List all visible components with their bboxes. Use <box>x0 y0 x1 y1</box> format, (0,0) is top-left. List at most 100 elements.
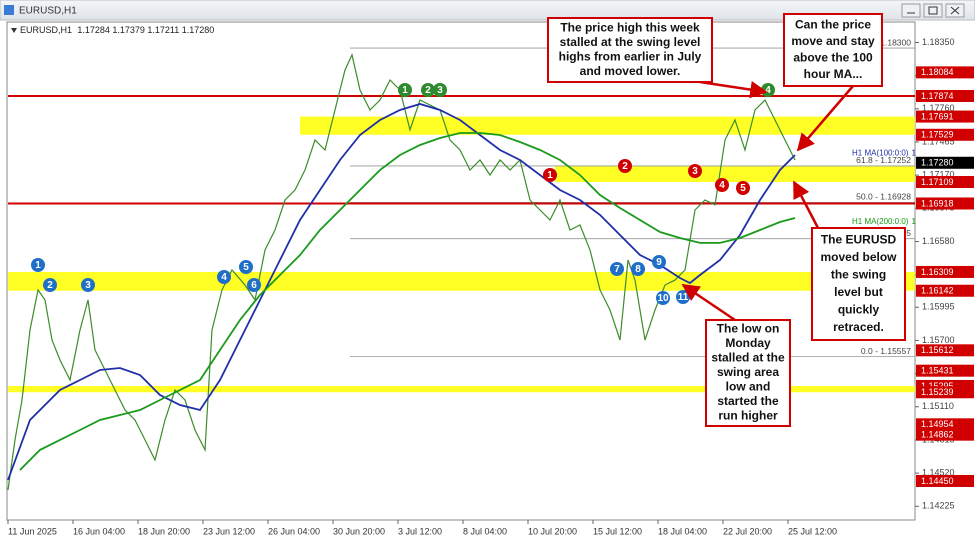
level-label: 1.17874 <box>921 91 954 101</box>
x-tick-label: 22 Jul 20:00 <box>723 526 772 536</box>
x-tick-label: 18 Jul 04:00 <box>658 526 707 536</box>
x-tick-label: 16 Jun 04:00 <box>73 526 125 536</box>
support-zone <box>555 165 915 183</box>
annotation-text: above the 100 <box>793 50 873 64</box>
swing-marker <box>656 291 670 305</box>
swing-marker-label: 5 <box>243 262 249 273</box>
minimize-button[interactable] <box>901 3 921 18</box>
swing-marker-label: 11 <box>678 292 689 303</box>
arrow <box>792 180 820 229</box>
level-tag <box>916 66 974 79</box>
swing-marker-label: 2 <box>622 161 628 172</box>
y-tick-label: 1.14520 <box>922 467 955 477</box>
annotation-text: hour MA... <box>804 67 863 81</box>
annotation-text: move and stay <box>791 34 875 48</box>
annotation-text: level but <box>834 285 883 299</box>
arrow <box>796 85 854 152</box>
quote: 1.17284 1.17379 1.17211 1.17280 <box>77 25 214 35</box>
level-tag <box>916 265 974 278</box>
annotation-text: the swing <box>831 267 886 281</box>
y-tick-label: 1.17170 <box>922 170 955 180</box>
level-tag <box>916 474 974 487</box>
annotation-box <box>705 319 791 427</box>
title-bar <box>0 0 975 21</box>
level-tag <box>916 128 974 141</box>
level-label: 1.17691 <box>921 111 954 121</box>
annotation-text: stalled at the swing level <box>560 35 701 49</box>
price-axis: 1.183501.180551.177601.174651.171701.168… <box>7 21 975 536</box>
maximize-icon <box>928 6 938 15</box>
swing-marker-label: 4 <box>765 85 771 96</box>
y-tick-label: 1.17760 <box>922 103 955 113</box>
support-zone <box>300 116 915 135</box>
swing-marker-label: 1 <box>35 260 41 271</box>
swing-marker-label: 4 <box>719 180 725 191</box>
support-zone <box>8 385 915 393</box>
level-label: 1.16918 <box>921 198 954 208</box>
annotation-box <box>547 17 713 83</box>
annotation-text: Monday <box>725 336 771 350</box>
level-label: 1.14862 <box>921 430 954 440</box>
window-title: EURUSD,H1 <box>19 6 77 17</box>
moving-average <box>7 103 796 481</box>
annotation-text: low and <box>726 380 771 394</box>
annotation-text: quickly <box>838 302 880 316</box>
swing-marker-label: 9 <box>656 257 662 268</box>
level-tag <box>916 418 974 431</box>
arrow <box>699 80 768 99</box>
annotation-text: swing area <box>717 365 779 379</box>
annotation-text: retraced. <box>833 320 884 334</box>
level-tag <box>916 386 974 399</box>
swing-marker <box>239 260 253 274</box>
fib-label: 61.8 - 1.17252 <box>856 155 911 165</box>
y-tick-label: 1.18350 <box>922 37 955 47</box>
swing-marker-label: 7 <box>614 264 620 275</box>
swing-marker <box>715 178 729 192</box>
header-icon <box>11 28 17 33</box>
y-tick-label: 1.15110 <box>922 401 954 411</box>
level-label: 1.14954 <box>921 419 954 429</box>
maximize-button[interactable] <box>923 3 943 18</box>
annotation-text: started the <box>717 394 779 408</box>
swing-marker <box>31 258 45 272</box>
level-label: 1.16142 <box>921 286 954 296</box>
x-tick-label: 3 Jul 12:00 <box>398 526 442 536</box>
swing-marker-label: 10 <box>657 293 669 304</box>
x-tick-label: 8 Jul 04:00 <box>463 526 507 536</box>
swing-marker <box>81 278 95 292</box>
swing-marker-label: 1 <box>402 85 408 96</box>
swing-marker-label: 2 <box>47 280 53 291</box>
level-tag <box>916 156 974 169</box>
x-tick-label: 30 Jun 20:00 <box>333 526 385 536</box>
swing-marker <box>398 83 412 97</box>
x-tick-label: 15 Jul 12:00 <box>593 526 642 536</box>
annotation-text: The price high this week <box>560 20 700 34</box>
swing-marker-label: 3 <box>85 280 91 291</box>
level-label: 1.18084 <box>921 67 954 77</box>
level-tag <box>916 197 974 210</box>
symbol: EURUSD,H1 <box>20 25 72 35</box>
x-tick-label: 25 Jul 12:00 <box>788 526 837 536</box>
swing-marker <box>43 278 57 292</box>
level-label: 1.15431 <box>921 366 954 376</box>
swing-marker <box>247 278 261 292</box>
swing-marker <box>736 181 750 195</box>
level-tag <box>916 110 974 123</box>
y-tick-label: 1.14225 <box>922 501 955 511</box>
swing-marker <box>631 262 645 276</box>
level-label: 1.17109 <box>921 177 954 187</box>
fib-label: 0.0 - 1.15557 <box>861 346 911 356</box>
swing-marker <box>433 83 447 97</box>
ma-name: H1 MA(200:0:0) <box>852 217 909 226</box>
swing-marker-label: 3 <box>692 166 698 177</box>
moving-average <box>19 132 796 471</box>
annotation-text: The EURUSD <box>821 232 897 246</box>
swing-marker-label: 8 <box>635 264 641 275</box>
swing-marker <box>652 255 666 269</box>
y-tick-label: 1.15995 <box>922 302 955 312</box>
level-tag <box>916 89 974 102</box>
annotation-text: Can the price <box>795 17 871 31</box>
